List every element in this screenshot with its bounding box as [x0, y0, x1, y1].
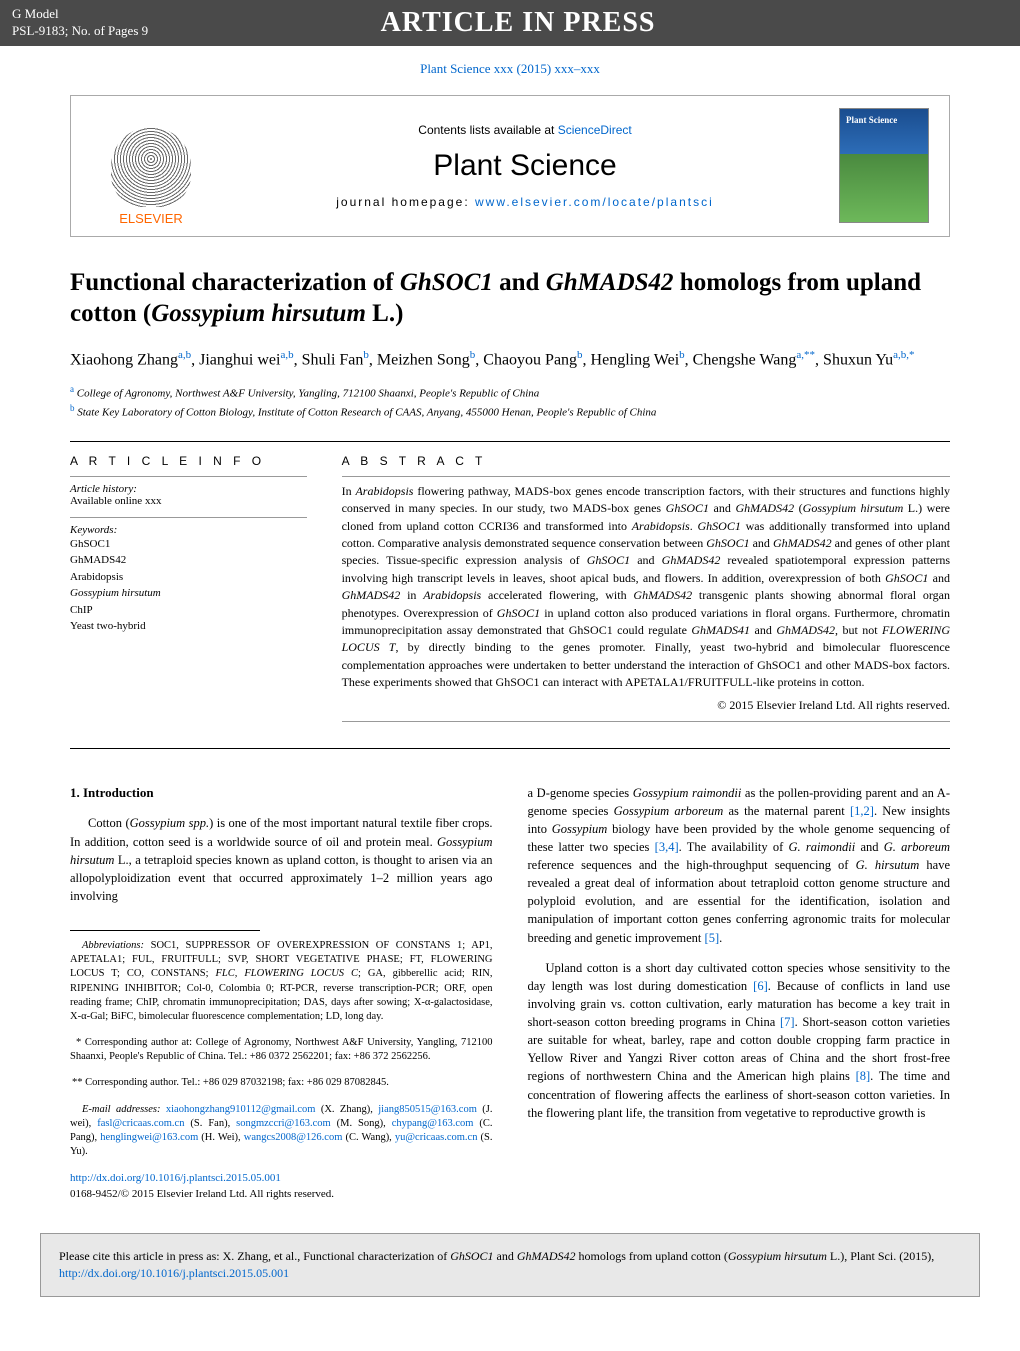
- intro-heading: 1. Introduction: [70, 784, 493, 803]
- intro-paragraph: Cotton (Gossypium spp.) is one of the mo…: [70, 814, 493, 905]
- history-label: Article history:: [70, 483, 307, 495]
- intro-paragraph: a D-genome species Gossypium raimondii a…: [528, 784, 951, 947]
- article-info-column: A R T I C L E I N F O Article history: A…: [70, 454, 307, 728]
- affiliation-b: b State Key Laboratory of Cotton Biology…: [70, 402, 950, 421]
- corresponding-author-1: * Corresponding author at: College of Ag…: [70, 1036, 493, 1064]
- journal-cover-text: Plant Science: [846, 115, 897, 125]
- left-column: 1. Introduction Cotton (Gossypium spp.) …: [70, 784, 493, 1204]
- keywords-list: GhSOC1 GhMADS42 Arabidopsis Gossypium hi…: [70, 536, 307, 635]
- affiliation-text: College of Agronomy, Northwest A&F Unive…: [77, 387, 540, 399]
- top-citation-link[interactable]: Plant Science xxx (2015) xxx–xxx: [70, 61, 950, 77]
- abbreviations-footnote: Abbreviations: SOC1, SUPPRESSOR OF OVERE…: [70, 939, 493, 1024]
- article-title: Functional characterization of GhSOC1 an…: [70, 267, 950, 330]
- title-italic: GhSOC1: [400, 269, 493, 296]
- bottom-citation-box: Please cite this article in press as: X.…: [40, 1233, 980, 1297]
- info-divider: [342, 476, 950, 477]
- elsevier-tree-icon: [111, 127, 191, 207]
- journal-cover-thumbnail: Plant Science: [839, 108, 929, 223]
- issn-copyright: 0168-9452/© 2015 Elsevier Ireland Ltd. A…: [70, 1188, 334, 1200]
- info-divider: [70, 476, 307, 477]
- journal-name: Plant Science: [211, 149, 839, 183]
- sciencedirect-link[interactable]: ScienceDirect: [558, 123, 632, 137]
- elsevier-logo: ELSEVIER: [91, 106, 211, 226]
- journal-header-box: ELSEVIER Contents lists available at Sci…: [70, 95, 950, 237]
- abstract-copyright: © 2015 Elsevier Ireland Ltd. All rights …: [342, 698, 950, 713]
- gmodel-ref: PSL-9183; No. of Pages 9: [12, 23, 148, 40]
- authors-line: Xiaohong Zhanga,b, Jianghui weia,b, Shul…: [70, 347, 950, 372]
- doi-block: http://dx.doi.org/10.1016/j.plantsci.201…: [70, 1171, 493, 1203]
- email-addresses: E-mail addresses: xiaohongzhang910112@gm…: [70, 1103, 493, 1160]
- history-value: Available online xxx: [70, 495, 307, 507]
- info-divider: [342, 721, 950, 722]
- gmodel-left: G Model PSL-9183; No. of Pages 9: [12, 6, 148, 40]
- keyword: GhSOC1: [70, 536, 307, 553]
- contents-line: Contents lists available at ScienceDirec…: [211, 123, 839, 137]
- journal-center: Contents lists available at ScienceDirec…: [211, 123, 839, 209]
- gmodel-label: G Model: [12, 6, 148, 23]
- contents-prefix: Contents lists available at: [418, 123, 557, 137]
- journal-homepage: journal homepage: www.elsevier.com/locat…: [211, 195, 839, 209]
- footnotes-block: Abbreviations: SOC1, SUPPRESSOR OF OVERE…: [70, 939, 493, 1159]
- footnote-divider: [70, 930, 260, 931]
- section-divider: [70, 748, 950, 749]
- keyword: Yeast two-hybrid: [70, 618, 307, 635]
- corresponding-author-2: ** Corresponding author. Tel.: +86 029 8…: [70, 1076, 493, 1090]
- affiliation-text: State Key Laboratory of Cotton Biology, …: [77, 406, 656, 418]
- keyword: ChIP: [70, 602, 307, 619]
- info-abstract-row: A R T I C L E I N F O Article history: A…: [70, 454, 950, 728]
- keywords-label: Keywords:: [70, 524, 307, 536]
- elsevier-text: ELSEVIER: [119, 211, 183, 226]
- homepage-url[interactable]: www.elsevier.com/locate/plantsci: [475, 195, 714, 209]
- gmodel-banner: ARTICLE IN PRESS: [381, 7, 656, 39]
- doi-link[interactable]: http://dx.doi.org/10.1016/j.plantsci.201…: [70, 1172, 281, 1184]
- keyword: GhMADS42: [70, 552, 307, 569]
- title-part: and: [493, 269, 546, 296]
- title-part: Functional characterization of: [70, 269, 400, 296]
- affiliations: a College of Agronomy, Northwest A&F Uni…: [70, 383, 950, 421]
- homepage-label: journal homepage:: [336, 195, 475, 209]
- keyword: Arabidopsis: [70, 569, 307, 586]
- affiliation-a: a College of Agronomy, Northwest A&F Uni…: [70, 383, 950, 402]
- keyword: Gossypium hirsutum: [70, 585, 307, 602]
- body-two-columns: 1. Introduction Cotton (Gossypium spp.) …: [70, 784, 950, 1204]
- info-divider: [70, 517, 307, 518]
- abstract-column: A B S T R A C T In Arabidopsis flowering…: [342, 454, 950, 728]
- title-part: L.): [366, 300, 404, 327]
- article-info-heading: A R T I C L E I N F O: [70, 454, 307, 468]
- gmodel-header: G Model PSL-9183; No. of Pages 9 ARTICLE…: [0, 0, 1020, 46]
- section-divider: [70, 441, 950, 442]
- abstract-heading: A B S T R A C T: [342, 454, 950, 468]
- abstract-text: In Arabidopsis flowering pathway, MADS-b…: [342, 483, 950, 692]
- intro-paragraph: Upland cotton is a short day cultivated …: [528, 959, 951, 1122]
- title-italic: Gossypium hirsutum: [151, 300, 366, 327]
- title-italic: GhMADS42: [546, 269, 674, 296]
- right-column: a D-genome species Gossypium raimondii a…: [528, 784, 951, 1204]
